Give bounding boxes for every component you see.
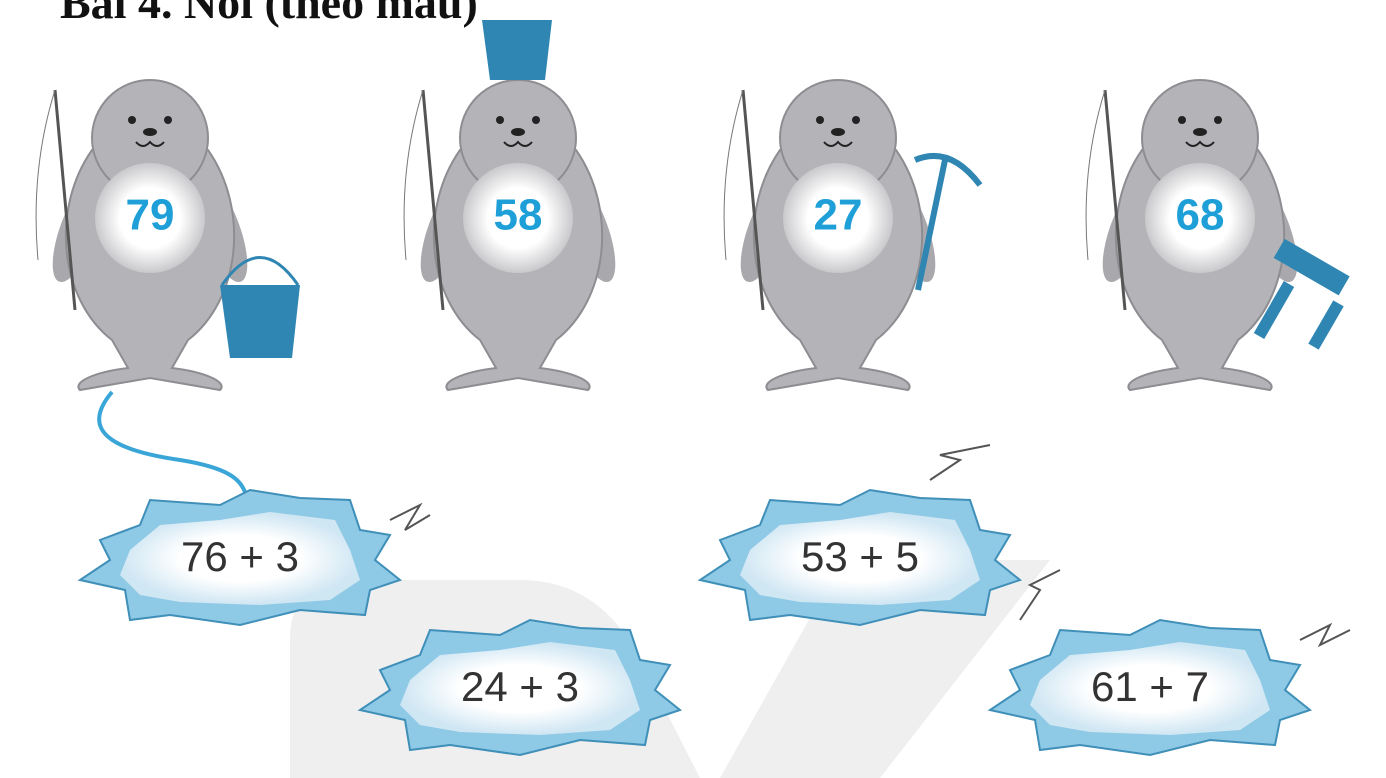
title: Bài 4. Nối (theo mẫu) xyxy=(60,0,478,28)
hole-expression: 61 + 7 xyxy=(1091,663,1209,710)
seal-number: 79 xyxy=(126,191,175,240)
seal-number: 68 xyxy=(1176,191,1225,240)
hole-expression: 76 + 3 xyxy=(181,533,299,580)
worksheet: Bài 4. Nối (theo mẫu) 79 58 27 68 76 + 3… xyxy=(0,0,1386,778)
seal-number: 58 xyxy=(494,191,543,240)
hole-expression: 53 + 5 xyxy=(801,533,919,580)
connector-line xyxy=(99,392,245,492)
hole-expression: 24 + 3 xyxy=(461,663,579,710)
seal-number: 27 xyxy=(814,191,863,240)
